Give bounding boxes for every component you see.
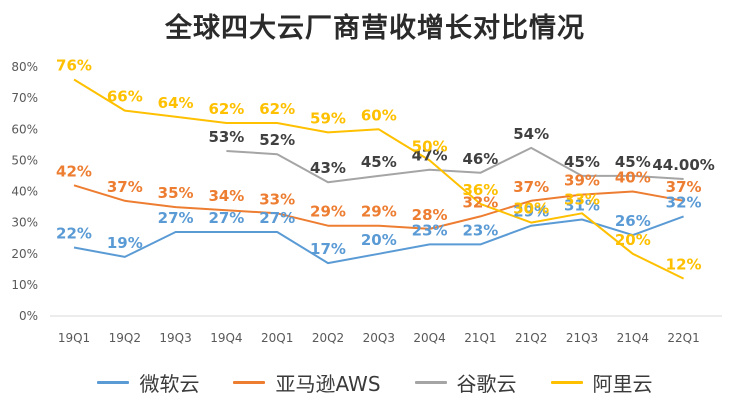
- data-label: 59%: [310, 109, 346, 127]
- series-line-4: [73, 78, 685, 280]
- data-label: 26%: [615, 212, 651, 230]
- data-label: 60%: [361, 106, 397, 124]
- data-label: 29%: [310, 203, 346, 221]
- data-label: 19%: [107, 234, 143, 252]
- series-line-2: [73, 184, 684, 230]
- data-label: 43%: [310, 159, 346, 177]
- legend: 微软云 亚马逊AWS 谷歌云 阿里云: [0, 368, 750, 397]
- data-label: 40%: [615, 169, 651, 187]
- data-label: 66%: [107, 88, 143, 106]
- y-tick-label: 20%: [11, 247, 38, 261]
- legend-item: 亚马逊AWS: [233, 368, 381, 397]
- data-label: 27%: [259, 209, 295, 227]
- data-label: 64%: [158, 94, 194, 112]
- data-label: 23%: [412, 221, 448, 239]
- data-label: 33%: [259, 190, 295, 208]
- legend-swatch: [414, 381, 447, 384]
- legend-label: 阿里云: [592, 372, 653, 396]
- data-label: 42%: [56, 162, 92, 180]
- legend-item: 微软云: [97, 368, 199, 397]
- x-tick-label: 20Q4: [413, 331, 445, 345]
- data-label: 36%: [462, 181, 498, 199]
- x-tick-label: 19Q3: [159, 331, 191, 345]
- legend-label: 微软云: [139, 372, 200, 396]
- data-label: 22%: [56, 225, 92, 243]
- x-tick-label: 21Q2: [515, 331, 547, 345]
- data-label: 32%: [462, 193, 498, 211]
- data-label: 45%: [361, 153, 397, 171]
- data-label: 45%: [615, 153, 651, 171]
- legend-item: 阿里云: [550, 368, 653, 397]
- data-label: 54%: [513, 125, 549, 143]
- data-label: 46%: [462, 150, 498, 168]
- data-label: 34%: [208, 187, 244, 205]
- y-tick-label: 10%: [11, 278, 38, 292]
- y-tick-label: 0%: [19, 309, 38, 323]
- y-tick-label: 30%: [11, 216, 38, 230]
- x-tick-label: 20Q1: [261, 331, 293, 345]
- x-tick-label: 21Q1: [464, 331, 496, 345]
- data-label: 23%: [462, 221, 498, 239]
- data-label: 20%: [361, 231, 397, 249]
- data-label: 52%: [259, 131, 295, 149]
- x-tick-label: 21Q4: [617, 331, 649, 345]
- data-label: 47%: [412, 147, 448, 165]
- legend-label: 谷歌云: [456, 372, 517, 396]
- series-line-3: [226, 146, 684, 184]
- data-label: 31%: [564, 197, 600, 215]
- data-label: 27%: [208, 209, 244, 227]
- x-tick-label: 19Q2: [109, 331, 141, 345]
- legend-item: 谷歌云: [414, 368, 517, 397]
- legend-label: 亚马逊AWS: [275, 372, 381, 396]
- x-tick-label: 19Q1: [58, 331, 90, 345]
- y-tick-label: 40%: [11, 185, 38, 199]
- legend-swatch: [233, 381, 266, 384]
- legend-swatch: [550, 381, 583, 384]
- data-label: 53%: [208, 128, 244, 146]
- data-label: 62%: [208, 100, 244, 118]
- x-tick-label: 22Q1: [667, 331, 699, 345]
- data-label: 30%: [513, 200, 549, 218]
- data-label: 39%: [564, 172, 600, 190]
- x-tick-label: 20Q2: [312, 331, 344, 345]
- x-tick-label: 20Q3: [363, 331, 395, 345]
- data-label: 45%: [564, 153, 600, 171]
- data-label: 37%: [107, 178, 143, 196]
- y-tick-label: 80%: [11, 60, 38, 74]
- data-label: 35%: [158, 184, 194, 202]
- data-label: 29%: [361, 203, 397, 221]
- data-label: 33%: [564, 190, 600, 208]
- data-label: 44.00%: [652, 156, 714, 174]
- series-line-1: [73, 215, 684, 265]
- data-label: 29%: [513, 203, 549, 221]
- y-tick-label: 50%: [11, 153, 38, 167]
- data-label: 37%: [513, 178, 549, 196]
- y-tick-label: 60%: [11, 122, 38, 136]
- chart-title: 全球四大云厂商营收增长对比情况: [165, 13, 585, 44]
- data-label: 37%: [666, 178, 702, 196]
- data-label: 62%: [259, 100, 295, 118]
- data-label: 20%: [615, 231, 651, 249]
- data-label: 32%: [666, 193, 702, 211]
- data-label: 17%: [310, 240, 346, 258]
- legend-swatch: [97, 381, 130, 384]
- x-tick-label: 19Q4: [210, 331, 242, 345]
- data-label: 76%: [56, 56, 92, 74]
- y-tick-label: 70%: [11, 91, 38, 105]
- data-label: 27%: [158, 209, 194, 227]
- data-label: 28%: [412, 206, 448, 224]
- data-label: 12%: [666, 256, 702, 274]
- x-tick-label: 21Q3: [566, 331, 598, 345]
- data-label: 50%: [412, 137, 448, 155]
